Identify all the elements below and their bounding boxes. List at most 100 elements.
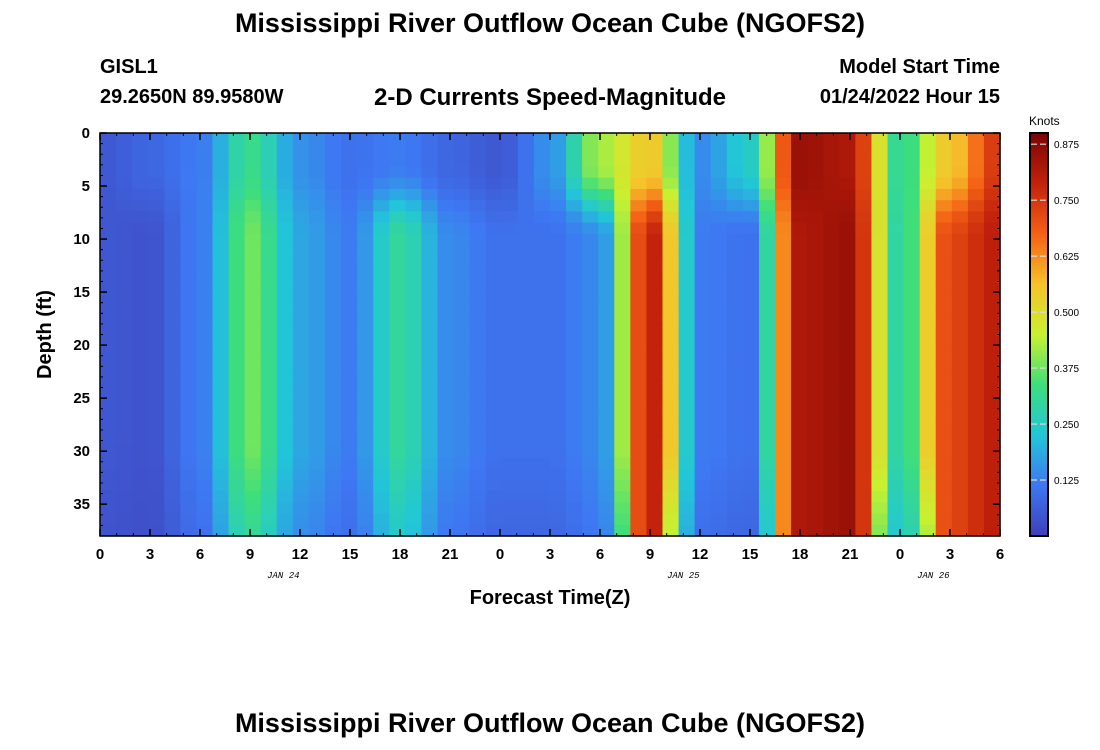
- heatmap-cell: [566, 200, 583, 212]
- heatmap-cell: [180, 401, 198, 414]
- heatmap-cell: [742, 334, 760, 347]
- heatmap-cell: [742, 379, 760, 392]
- heatmap-cell: [453, 244, 471, 257]
- heatmap-cell: [775, 468, 792, 481]
- heatmap-cell: [228, 524, 246, 537]
- heatmap-cell: [951, 323, 969, 336]
- heatmap-cell: [646, 424, 664, 436]
- heatmap-cell: [871, 491, 889, 504]
- heatmap-cell: [292, 424, 310, 436]
- heatmap-cell: [614, 424, 631, 436]
- heatmap-cell: [582, 300, 599, 313]
- heatmap-cell: [775, 345, 792, 358]
- heatmap-cell: [533, 211, 551, 224]
- heatmap-cell: [630, 300, 648, 313]
- heatmap-cell: [308, 524, 326, 537]
- heatmap-cell: [839, 200, 856, 212]
- heatmap-cell: [598, 211, 615, 224]
- heatmap-cell: [566, 144, 583, 156]
- heatmap-cell: [276, 334, 294, 347]
- heatmap-cell: [775, 480, 792, 492]
- heatmap-cell: [212, 211, 230, 224]
- heatmap-cell: [614, 256, 631, 268]
- heatmap-cell: [453, 144, 471, 156]
- x-tick-label: 18: [792, 546, 809, 563]
- heatmap-cell: [437, 502, 455, 515]
- heatmap-cell: [501, 289, 519, 302]
- heatmap-cell: [694, 412, 712, 425]
- heatmap-cell: [903, 222, 921, 235]
- heatmap-cell: [566, 188, 583, 201]
- heatmap-cell: [453, 334, 471, 347]
- heatmap-cell: [132, 424, 149, 436]
- heatmap-cell: [389, 446, 406, 459]
- heatmap-cell: [919, 491, 937, 504]
- heatmap-cell: [775, 412, 792, 425]
- heatmap-cell: [839, 435, 856, 448]
- heatmap-cell: [501, 491, 519, 504]
- heatmap-cell: [485, 244, 503, 257]
- heatmap-cell: [614, 211, 631, 224]
- heatmap-cell: [116, 166, 133, 179]
- heatmap-cell: [421, 524, 439, 537]
- heatmap-cell: [132, 177, 149, 190]
- heatmap-cell: [292, 513, 310, 526]
- heatmap-cell: [116, 379, 133, 392]
- heatmap-cell: [951, 502, 969, 515]
- heatmap-cell: [437, 177, 455, 190]
- heatmap-cell: [550, 211, 567, 224]
- heatmap-cell: [180, 524, 198, 537]
- heatmap-cell: [935, 200, 953, 212]
- heatmap-cell: [742, 491, 760, 504]
- heatmap-cell: [180, 144, 198, 156]
- heatmap-cell: [341, 401, 358, 414]
- heatmap-cell: [501, 401, 519, 414]
- heatmap-cell: [244, 166, 262, 179]
- heatmap-cell: [276, 412, 294, 425]
- heatmap-cell: [758, 491, 776, 504]
- heatmap-cell: [823, 513, 840, 526]
- heatmap-cell: [839, 300, 856, 313]
- heatmap-cell: [855, 480, 873, 492]
- heatmap-cell: [100, 323, 117, 336]
- heatmap-cell: [260, 177, 278, 190]
- heatmap-cell: [292, 457, 310, 470]
- heatmap-cell: [758, 211, 776, 224]
- heatmap-cell: [325, 166, 342, 179]
- heatmap-cell: [100, 524, 117, 537]
- heatmap-cell: [919, 144, 937, 156]
- heatmap-cell: [807, 200, 824, 212]
- heatmap-cell: [164, 177, 181, 190]
- heatmap-cell: [148, 244, 165, 257]
- heatmap-cell: [598, 155, 615, 168]
- heatmap-cell: [453, 468, 471, 481]
- heatmap-cell: [357, 368, 374, 380]
- heatmap-cell: [726, 155, 744, 168]
- heatmap-cell: [871, 267, 889, 280]
- heatmap-cell: [550, 222, 567, 235]
- heatmap-cell: [228, 379, 246, 392]
- heatmap-cell: [485, 345, 503, 358]
- heatmap-cell: [164, 323, 181, 336]
- heatmap-cell: [405, 457, 423, 470]
- heatmap-cell: [775, 334, 792, 347]
- heatmap-cell: [453, 222, 471, 235]
- heatmap-cell: [228, 233, 246, 246]
- heatmap-cell: [919, 188, 937, 201]
- heatmap-cell: [662, 502, 680, 515]
- heatmap-cell: [132, 256, 149, 268]
- heatmap-cell: [325, 424, 342, 436]
- heatmap-cell: [935, 446, 953, 459]
- heatmap-cell: [775, 401, 792, 414]
- heatmap-cell: [582, 267, 599, 280]
- heatmap-cell: [967, 390, 985, 403]
- heatmap-cell: [823, 356, 840, 369]
- heatmap-cell: [260, 144, 278, 156]
- heatmap-cell: [373, 480, 390, 492]
- heatmap-cell: [791, 222, 808, 235]
- heatmap-cell: [871, 144, 889, 156]
- heatmap-cell: [100, 435, 117, 448]
- heatmap-cell: [437, 233, 455, 246]
- heatmap-cell: [196, 278, 214, 291]
- heatmap-cell: [807, 278, 824, 291]
